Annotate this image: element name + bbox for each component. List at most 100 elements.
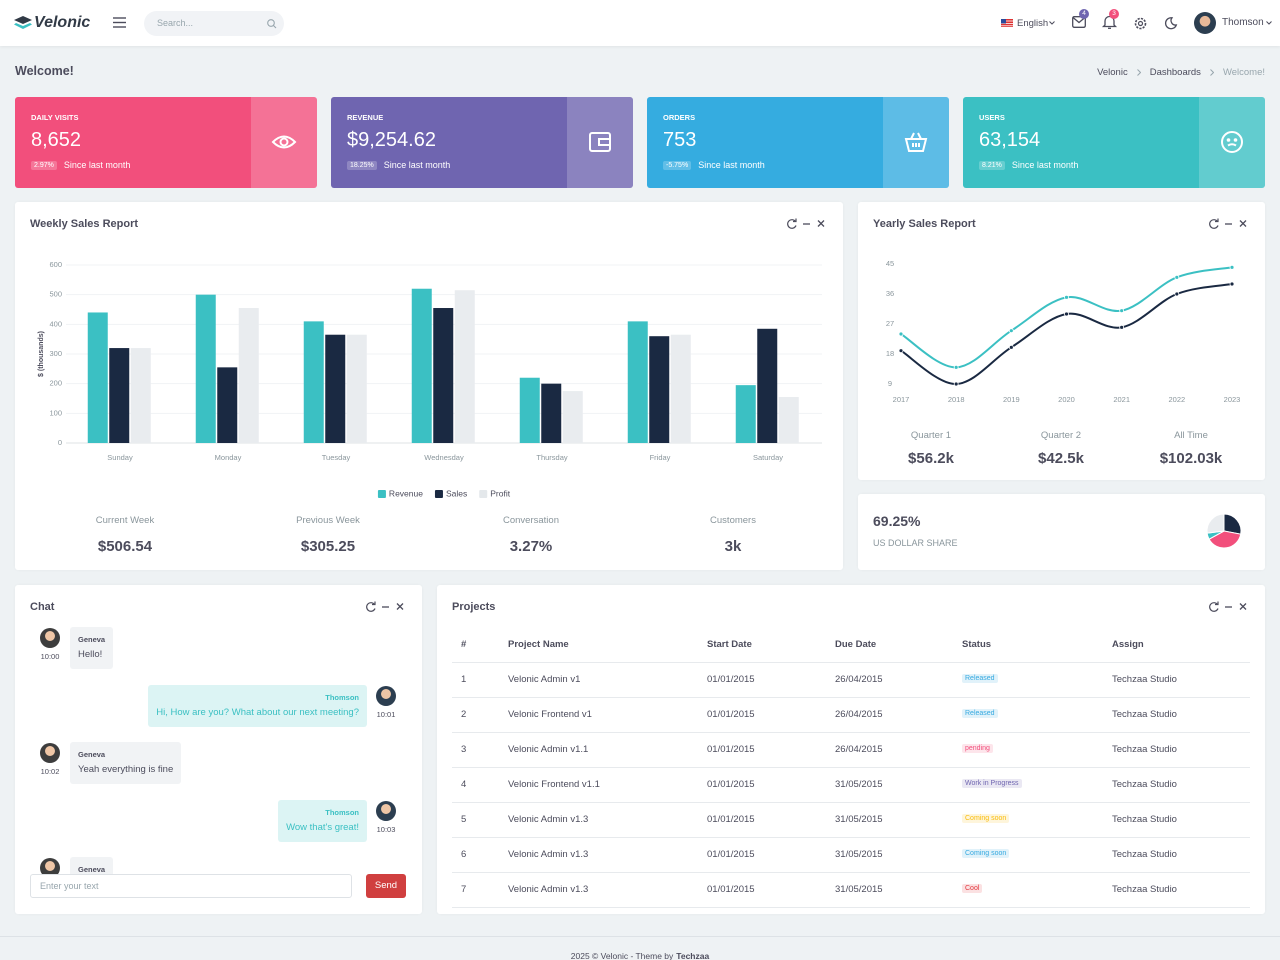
menu-button[interactable] bbox=[113, 17, 126, 28]
table-cell: 26/04/2015 bbox=[835, 709, 883, 720]
y-tick-label: 200 bbox=[49, 379, 62, 388]
table-header: Project Name bbox=[508, 639, 569, 650]
bar bbox=[325, 334, 346, 443]
refresh-button[interactable] bbox=[366, 601, 376, 612]
chat-avatar bbox=[40, 628, 60, 648]
theme-icon[interactable] bbox=[1164, 17, 1178, 30]
close-button[interactable] bbox=[396, 603, 404, 610]
close-button[interactable] bbox=[817, 220, 825, 227]
summary-value: $102.03k bbox=[1159, 450, 1223, 467]
bar bbox=[433, 308, 454, 443]
send-button[interactable]: Send bbox=[366, 874, 406, 898]
search-placeholder: Search... bbox=[157, 18, 194, 28]
flag-stripe bbox=[1001, 25, 1013, 27]
chevron bbox=[1266, 21, 1272, 25]
x-tick-label: 2023 bbox=[1224, 395, 1241, 404]
table-cell: 01/01/2015 bbox=[707, 849, 755, 860]
table-cell: Velonic Admin v1.3 bbox=[508, 884, 589, 895]
bar bbox=[778, 397, 799, 443]
card-title: Yearly Sales Report bbox=[873, 218, 976, 230]
table-cell: Techzaa Studio bbox=[1112, 849, 1177, 860]
table-cell: 26/04/2015 bbox=[835, 744, 883, 755]
bar bbox=[195, 294, 216, 443]
y-tick-label: 45 bbox=[886, 259, 894, 268]
footer: 2025 © Velonic - Theme by Techzaa bbox=[0, 951, 1280, 960]
breadcrumb-item[interactable]: Dashboards bbox=[1149, 67, 1201, 78]
projects-card: Projects # Project Name Start Date Due Date S… bbox=[437, 585, 1265, 914]
row-divider bbox=[452, 697, 1250, 698]
x-tick-label: Monday bbox=[215, 453, 242, 462]
table-cell: Techzaa Studio bbox=[1112, 884, 1177, 895]
eye-dot bbox=[1226, 138, 1231, 142]
table-cell: Velonic Admin v1.3 bbox=[508, 849, 589, 860]
legend-label: Sales bbox=[446, 488, 467, 498]
x-tick-label: Wednesday bbox=[424, 453, 464, 462]
y-tick-label: 500 bbox=[49, 290, 62, 299]
mail-flap bbox=[1072, 17, 1086, 24]
card-tools bbox=[1209, 601, 1247, 612]
chevron-path bbox=[1266, 21, 1272, 25]
user-avatar[interactable] bbox=[1194, 12, 1216, 34]
chat-messages: 10:00 Geneva Hello! 10:01 Thomson Hi, How are… bbox=[15, 621, 422, 874]
chat-time: 10:03 bbox=[376, 825, 396, 834]
bar bbox=[541, 383, 562, 443]
footer-divider bbox=[0, 936, 1280, 937]
y-tick-label: 9 bbox=[888, 379, 892, 388]
stat-icon bbox=[271, 135, 297, 149]
chat-input[interactable]: Enter your text bbox=[30, 874, 352, 898]
status-badge: Released bbox=[962, 709, 998, 718]
stat-note: Since last month bbox=[63, 160, 131, 170]
bar bbox=[346, 334, 367, 443]
table-cell: Techzaa Studio bbox=[1112, 814, 1177, 825]
refresh-button[interactable] bbox=[1209, 601, 1219, 612]
stat-card: ORDERS 753 -5.75% Since last month bbox=[647, 97, 949, 188]
stat-footer: 18.25% Since last month bbox=[347, 160, 450, 170]
chat-bubble: Geneva Hello! bbox=[70, 627, 114, 669]
chat-author: Thomson bbox=[325, 693, 359, 702]
y-tick-label: 600 bbox=[49, 260, 62, 269]
line-point bbox=[1174, 291, 1180, 297]
chat-input-placeholder: Enter your text bbox=[40, 881, 99, 891]
search-icon bbox=[267, 19, 277, 29]
refresh-button[interactable] bbox=[1209, 218, 1219, 229]
stat-icon-area bbox=[883, 97, 949, 188]
moon bbox=[1164, 17, 1178, 30]
stat-label: DAILY VISITS bbox=[31, 113, 79, 122]
row-divider bbox=[452, 732, 1250, 733]
table-header: Assign bbox=[1112, 639, 1144, 650]
breadcrumb-item[interactable]: Velonic bbox=[1097, 67, 1128, 78]
stat-value: 753 bbox=[663, 129, 697, 151]
table-header: # bbox=[461, 639, 467, 650]
language[interactable]: English bbox=[1017, 18, 1049, 29]
line-point bbox=[898, 348, 904, 354]
stat-label: USERS bbox=[979, 113, 1005, 122]
summary-value: $42.5k bbox=[1038, 450, 1084, 467]
chat-time: 10:00 bbox=[40, 652, 60, 661]
breadcrumb-item: Welcome! bbox=[1222, 67, 1265, 78]
gear-hub bbox=[1137, 20, 1144, 27]
face bbox=[1221, 131, 1243, 153]
x-tick-label: 2021 bbox=[1113, 395, 1130, 404]
stat-footer: -5.75% Since last month bbox=[663, 160, 765, 170]
user-name[interactable]: Thomson bbox=[1222, 17, 1264, 28]
search-box[interactable]: Search... bbox=[144, 11, 284, 36]
search-handle bbox=[273, 25, 277, 29]
settings-icon[interactable] bbox=[1134, 17, 1147, 30]
table-cell: Velonic Frontend v1.1 bbox=[508, 779, 600, 790]
stat-footer: 8.21% Since last month bbox=[979, 160, 1078, 170]
eye bbox=[271, 135, 297, 149]
y-tick-label: 100 bbox=[49, 408, 62, 417]
bar bbox=[454, 290, 475, 443]
chat-text: Yeah everything is fine bbox=[78, 764, 174, 775]
close-button[interactable] bbox=[1239, 603, 1247, 610]
stat-card: USERS 63,154 8.21% Since last month bbox=[963, 97, 1265, 188]
chat-bubble: Thomson Hi, How are you? What about our n… bbox=[148, 685, 367, 727]
close-button[interactable] bbox=[1239, 220, 1247, 227]
refresh-button[interactable] bbox=[787, 218, 797, 229]
pie-slice bbox=[1206, 513, 1225, 534]
footer-link[interactable]: Techzaa bbox=[676, 951, 710, 960]
pie-slice bbox=[1223, 513, 1242, 535]
yearly-sales-card: Yearly Sales Report Quarter 1 $56.2k Quarte… bbox=[858, 202, 1265, 480]
mouth bbox=[1227, 143, 1237, 147]
refresh-arc bbox=[1209, 219, 1219, 229]
